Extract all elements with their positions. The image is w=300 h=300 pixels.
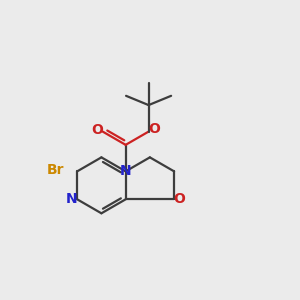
Text: O: O: [173, 192, 185, 206]
Text: Br: Br: [47, 163, 65, 177]
Text: N: N: [120, 164, 131, 178]
Text: N: N: [66, 192, 78, 206]
Text: O: O: [91, 123, 103, 137]
Text: O: O: [148, 122, 160, 136]
